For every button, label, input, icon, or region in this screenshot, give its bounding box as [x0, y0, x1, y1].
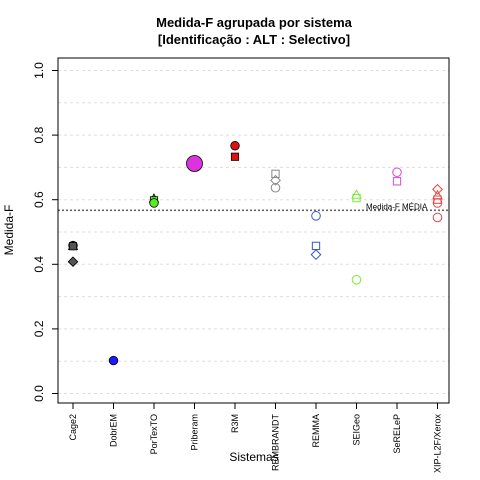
y-tick-label: 0.6 — [32, 191, 46, 208]
chart-subtitle: [Identificação : ALT : Selectivo] — [158, 32, 350, 47]
data-point — [352, 193, 361, 203]
grid-layer — [58, 70, 449, 394]
data-point — [271, 169, 280, 179]
data-point — [432, 212, 443, 223]
reference-layer: Medida-F MÉDIA — [58, 202, 449, 211]
x-tick-label: DobrEM — [109, 414, 119, 447]
data-point — [311, 211, 321, 221]
x-tick-label: R3M — [230, 414, 240, 433]
y-axis-label: Medida-F — [2, 205, 16, 256]
data-point — [230, 152, 240, 161]
x-axis-label: Sistemas — [229, 450, 278, 464]
data-point — [270, 182, 281, 193]
y-tick-label: 0.2 — [32, 320, 46, 337]
x-tick-label: XIP-L2F/Xerox — [433, 414, 443, 474]
data-point — [432, 198, 443, 208]
y-axis: 0.0 0.2 0.4 0.6 0.8 1.0 — [32, 62, 58, 402]
data-point — [67, 256, 79, 268]
y-tick-label: 0.8 — [32, 126, 46, 143]
data-point — [351, 275, 362, 285]
x-tick-label: SEIGeo — [352, 414, 362, 446]
x-tick-label: Cage2 — [68, 414, 78, 441]
data-point — [310, 249, 322, 261]
data-point — [230, 141, 240, 151]
data-point — [270, 174, 281, 186]
x-tick-label: REMBRANDT — [271, 414, 281, 472]
data-point — [392, 167, 402, 178]
data-point — [68, 242, 78, 251]
data-point — [186, 155, 203, 172]
y-tick-label: 0.0 — [32, 385, 46, 402]
x-tick-label: Priberam — [190, 414, 200, 451]
data-point — [149, 198, 159, 208]
x-tick-label: PorTexTO — [149, 414, 159, 454]
x-tick-label: SeRELeP — [392, 414, 402, 454]
reference-line-label: Medida-F MÉDIA — [366, 202, 428, 211]
data-point — [108, 355, 119, 366]
points-layer — [67, 141, 443, 366]
data-point — [392, 177, 402, 186]
x-axis: Cage2 DobrEM PorTexTO Priberam R3M REMBRANDT R… — [68, 403, 443, 473]
plot-frame — [57, 57, 450, 404]
data-point — [432, 183, 443, 195]
x-tick-label: REMMA — [311, 414, 321, 448]
y-tick-label: 1.0 — [32, 62, 46, 79]
data-point — [433, 195, 442, 204]
y-tick-label: 0.4 — [32, 256, 46, 273]
chart-title: Medida-F agrupada por sistema — [156, 15, 353, 30]
